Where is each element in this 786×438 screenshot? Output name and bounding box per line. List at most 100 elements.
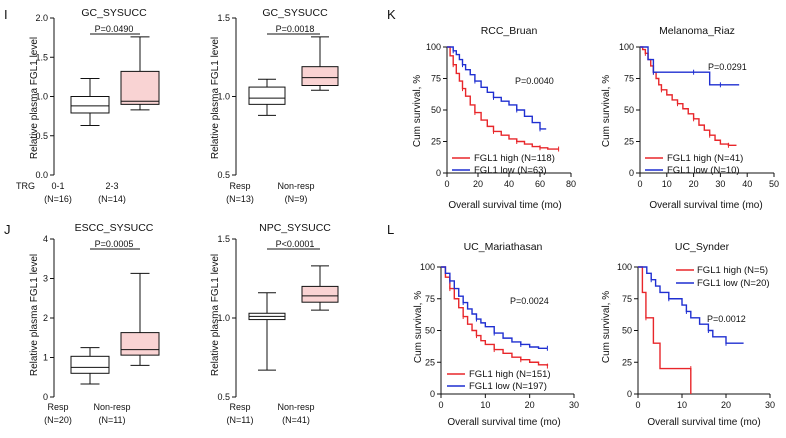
y-axis-label: Relative plasma FGL1 level	[29, 37, 40, 159]
y-tick-label: 1	[43, 353, 48, 363]
box	[301, 66, 339, 87]
km-uc-mariathasan: UC_Mariathasan Cum survival, % Overall s…	[413, 241, 561, 428]
y-tick-label: 0.0	[35, 170, 48, 180]
x-n-label: (N=41)	[282, 415, 310, 425]
y-tick-label: 25	[624, 137, 634, 147]
chart-title: UC_Synder	[675, 241, 730, 253]
y-tick-label: 25	[431, 137, 441, 147]
x-tick-label: 60	[535, 179, 545, 189]
x-tick-label: Non-resp	[93, 402, 130, 412]
x-tick-label: 0	[444, 179, 449, 189]
x-tick-label: Resp	[229, 402, 250, 412]
p-value: P<0.0001	[276, 239, 315, 249]
chart-title: GC_SYSUCC	[81, 7, 147, 19]
box	[120, 70, 160, 105]
y-tick-label: 2.0	[35, 13, 48, 23]
x-tick-label: 20	[689, 179, 699, 189]
chart-title: NPC_SYSUCC	[259, 222, 331, 234]
y-tick-label: 0	[43, 392, 48, 402]
y-tick-label: 75	[624, 74, 634, 84]
x-tick-label: Resp	[229, 181, 250, 191]
x-tick-label: 50	[769, 179, 779, 189]
p-value: P=0.0490	[95, 24, 134, 34]
y-tick-label: 0.5	[217, 392, 230, 402]
x-tick-label: Non-resp	[277, 402, 314, 412]
y-tick-label: 1.0	[35, 92, 48, 102]
x-tick-label: 40	[742, 179, 752, 189]
x-tick-label: 10	[480, 400, 490, 410]
y-tick-label: 25	[425, 357, 435, 367]
y-tick-label: 50	[431, 105, 441, 115]
x-tick-label: 0-1	[51, 181, 64, 191]
y-axis-label: Relative plasma FGL1 level	[210, 37, 221, 159]
y-tick-label: 4	[43, 234, 48, 244]
x-n-label: (N=11)	[226, 415, 253, 425]
survival-plot-marks: 0 25 50 75 100 0 10 20 30 40 50	[619, 42, 779, 189]
survival-plot-marks: 0 25 50 75 100 0 20 40 60 80	[426, 42, 576, 189]
y-tick-label: 100	[426, 42, 441, 52]
legend-label-high: FGL1 high (N=118)	[474, 153, 555, 164]
y-tick-label: 1.5	[217, 234, 230, 244]
boxplot-npc: NPC_SYSUCC P<0.0001 Relative plasma FGL1…	[210, 222, 331, 425]
box	[301, 285, 339, 303]
legend-label-low: FGL1 low (N=63)	[474, 165, 547, 176]
x-axis-label: Overall survival time (mo)	[647, 417, 760, 428]
y-tick-label: 0	[627, 389, 632, 399]
y-tick-label: 75	[622, 294, 632, 304]
x-tick-label: 20	[473, 179, 483, 189]
p-value: P=0.0024	[510, 296, 549, 306]
x-n-label: (N=11)	[98, 415, 125, 425]
boxplot-gc-resp: GC_SYSUCC P=0.0018 Relative plasma FGL1 …	[210, 7, 328, 204]
km-melanoma: Melanoma_Riaz Cum survival, % Overall su…	[601, 25, 763, 211]
box-plot-marks: 0.5 1.0 1.5	[217, 13, 339, 180]
row-label: TRG	[16, 181, 35, 191]
x-n-label: (N=14)	[98, 194, 126, 204]
y-axis-label: Cum survival, %	[601, 291, 612, 363]
y-tick-label: 2	[43, 313, 48, 323]
p-value: P=0.0291	[708, 62, 747, 72]
x-n-label: (N=16)	[44, 194, 72, 204]
chart-title: ESCC_SYSUCC	[75, 222, 154, 234]
x-axis-label: Overall survival time (mo)	[447, 417, 560, 428]
panel-letter-l: L	[387, 222, 394, 237]
y-tick-label: 100	[420, 262, 435, 272]
x-n-label: (N=13)	[226, 194, 254, 204]
x-tick-label: 10	[662, 179, 672, 189]
survival-curve-high	[441, 266, 549, 367]
box	[70, 96, 110, 114]
y-tick-label: 0	[430, 389, 435, 399]
p-value: P=0.0018	[276, 24, 315, 34]
chart-title: GC_SYSUCC	[262, 7, 328, 19]
x-axis-label: Overall survival time (mo)	[448, 200, 561, 211]
box	[70, 355, 110, 374]
boxplot-gc-trg: GC_SYSUCC P=0.0490 Relative plasma FGL1 …	[16, 7, 147, 204]
survival-plot-marks: 0 25 50 75 100 0 10 20 30	[617, 262, 775, 410]
survival-curve-low	[441, 266, 548, 349]
x-tick-label: 20	[721, 400, 731, 410]
km-rcc: RCC_Bruan Cum survival, % Overall surviv…	[412, 25, 562, 211]
x-tick-label: 30	[715, 179, 725, 189]
y-tick-label: 0	[436, 168, 441, 178]
x-tick-label: 2-3	[105, 181, 118, 191]
y-tick-label: 0.5	[217, 170, 230, 180]
legend-label-low: FGL1 low (N=10)	[667, 165, 740, 176]
x-tick-label: 30	[569, 400, 579, 410]
p-value: P=0.0005	[95, 239, 134, 249]
y-tick-label: 75	[425, 294, 435, 304]
box-plot-marks: 0 1 2 3 4	[43, 234, 160, 402]
y-tick-label: 50	[425, 326, 435, 336]
legend-label-low: FGL1 low (N=197)	[469, 381, 547, 392]
box	[248, 86, 286, 105]
y-tick-label: 1.5	[35, 52, 48, 62]
p-value: P=0.0040	[515, 76, 554, 86]
survival-plot-marks: 0 25 50 75 100 0 10 20 30	[420, 262, 579, 410]
boxplot-escc: ESCC_SYSUCC P=0.0005 Relative plasma FGL…	[29, 222, 154, 425]
x-tick-label: 0	[438, 400, 443, 410]
chart-title: UC_Mariathasan	[464, 241, 543, 253]
x-tick-label: Resp	[47, 402, 68, 412]
y-tick-label: 100	[617, 262, 632, 272]
x-n-label: (N=9)	[285, 194, 308, 204]
panel-letter-j: J	[4, 222, 11, 237]
box-plot-marks: 0.0 0.5 1.0 1.5 2.0	[35, 13, 160, 180]
